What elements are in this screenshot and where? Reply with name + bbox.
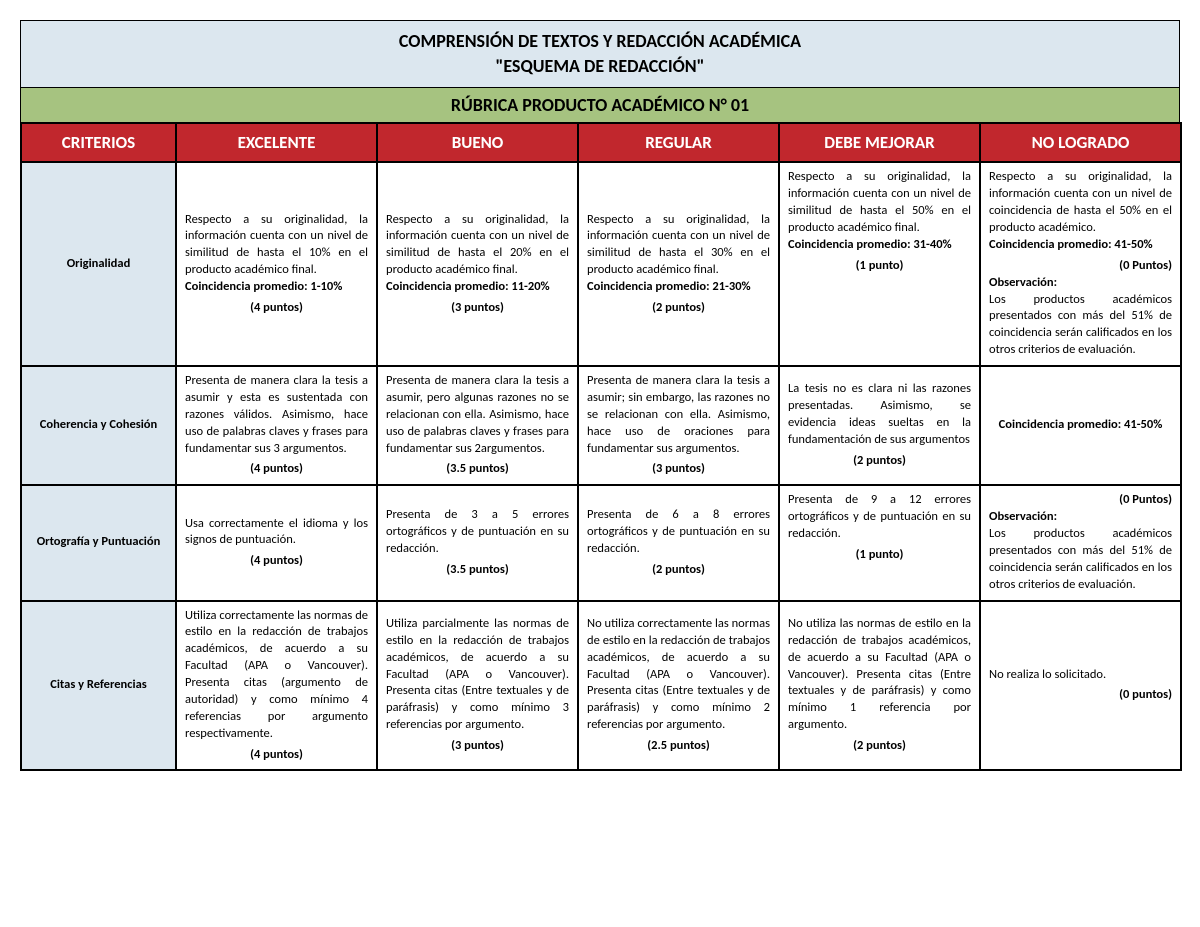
subtitle-bar: RÚBRICA PRODUCTO ACADÉMICO N° 01 (20, 87, 1180, 122)
points: (1 punto) (788, 258, 971, 275)
cell-r2-no-logrado: Coincidencia promedio: 41-50% (980, 366, 1181, 485)
obs-label: Observación: (989, 275, 1057, 290)
criteria-ortografia: Ortografía y Puntuación (21, 485, 176, 600)
obs-label: Observación: (989, 509, 1057, 524)
cell-r1-no-logrado: Respecto a su originalidad, la informaci… (980, 162, 1181, 366)
cell-r3-bueno: Presenta de 3 a 5 errores ortográficos y… (377, 485, 578, 600)
criteria-coherencia: Coherencia y Cohesión (21, 366, 176, 485)
coincidencia: Coincidencia promedio: 1-10% (185, 279, 342, 294)
text: Coincidencia promedio: 41-50% (999, 417, 1163, 432)
title-block: COMPRENSIÓN DE TEXTOS Y REDACCIÓN ACADÉM… (20, 20, 1180, 87)
rubric-table: CRITERIOS EXCELENTE BUENO REGULAR DEBE M… (20, 122, 1182, 771)
cell-r2-excelente: Presenta de manera clara la tesis a asum… (176, 366, 377, 485)
points: (1 punto) (788, 547, 971, 564)
text: Presenta de manera clara la tesis a asum… (587, 373, 770, 456)
points: (4 puntos) (185, 553, 368, 570)
points: (0 puntos) (989, 687, 1172, 704)
points: (2.5 puntos) (587, 738, 770, 755)
text: Utiliza parcialmente las normas de estil… (386, 616, 569, 732)
text: Respecto a su originalidad, la informaci… (185, 212, 368, 278)
cell-r2-debe-mejorar: La tesis no es clara ni las razones pres… (779, 366, 980, 485)
points: (2 puntos) (788, 453, 971, 470)
points: (4 puntos) (185, 300, 368, 317)
points: (3 puntos) (587, 461, 770, 478)
cell-r1-debe-mejorar: Respecto a su originalidad, la informaci… (779, 162, 980, 366)
cell-r1-bueno: Respecto a su originalidad, la informaci… (377, 162, 578, 366)
coincidencia: Coincidencia promedio: 11-20% (386, 279, 550, 294)
cell-r3-excelente: Usa correctamente el idioma y los signos… (176, 485, 377, 600)
cell-r2-bueno: Presenta de manera clara la tesis a asum… (377, 366, 578, 485)
text: Presenta de 9 a 12 errores ortográficos … (788, 492, 971, 541)
cell-r2-regular: Presenta de manera clara la tesis a asum… (578, 366, 779, 485)
text: No utiliza las normas de estilo en la re… (788, 616, 971, 732)
text: Presenta de manera clara la tesis a asum… (185, 373, 368, 456)
points: (4 puntos) (185, 747, 368, 764)
text: Respecto a su originalidad, la informaci… (587, 212, 770, 278)
cell-r4-bueno: Utiliza parcialmente las normas de estil… (377, 601, 578, 771)
header-row: CRITERIOS EXCELENTE BUENO REGULAR DEBE M… (21, 123, 1181, 162)
points: (3 puntos) (386, 738, 569, 755)
cell-r3-debe-mejorar: Presenta de 9 a 12 errores ortográficos … (779, 485, 980, 600)
col-regular: REGULAR (578, 123, 779, 162)
col-no-logrado: NO LOGRADO (980, 123, 1181, 162)
cell-r4-no-logrado: No realiza lo solicitado. (0 puntos) (980, 601, 1181, 771)
text: No realiza lo solicitado. (989, 667, 1106, 682)
title-line-1: COMPRENSIÓN DE TEXTOS Y REDACCIÓN ACADÉM… (21, 29, 1179, 54)
obs-text: Los productos académicos presentados con… (989, 292, 1172, 358)
points: (2 puntos) (788, 738, 971, 755)
cell-r1-regular: Respecto a su originalidad, la informaci… (578, 162, 779, 366)
col-criterios: CRITERIOS (21, 123, 176, 162)
cell-r4-debe-mejorar: No utiliza las normas de estilo en la re… (779, 601, 980, 771)
text: Respecto a su originalidad, la informaci… (788, 169, 971, 235)
points: (2 puntos) (587, 562, 770, 579)
coincidencia: Coincidencia promedio: 41-50% (989, 237, 1153, 252)
points: (3 puntos) (386, 300, 569, 317)
row-originalidad: Originalidad Respecto a su originalidad,… (21, 162, 1181, 366)
text: Presenta de 6 a 8 errores ortográficos y… (587, 507, 770, 556)
text: Usa correctamente el idioma y los signos… (185, 516, 368, 548)
text: La tesis no es clara ni las razones pres… (788, 381, 971, 447)
cell-r4-excelente: Utiliza correctamente las normas de esti… (176, 601, 377, 771)
text: Respecto a su originalidad, la informaci… (386, 212, 569, 278)
rubric-container: COMPRENSIÓN DE TEXTOS Y REDACCIÓN ACADÉM… (20, 20, 1180, 771)
text: No utiliza correctamente las normas de e… (587, 616, 770, 732)
points: (4 puntos) (185, 461, 368, 478)
text: Presenta de manera clara la tesis a asum… (386, 373, 569, 456)
row-coherencia: Coherencia y Cohesión Presenta de manera… (21, 366, 1181, 485)
cell-r4-regular: No utiliza correctamente las normas de e… (578, 601, 779, 771)
points: (0 Puntos) (989, 492, 1172, 509)
text: Utiliza correctamente las normas de esti… (185, 608, 368, 741)
cell-r3-regular: Presenta de 6 a 8 errores ortográficos y… (578, 485, 779, 600)
text: Respecto a su originalidad, la informaci… (989, 169, 1172, 235)
cell-r3-no-logrado: (0 Puntos) Observación: Los productos ac… (980, 485, 1181, 600)
coincidencia: Coincidencia promedio: 21-30% (587, 279, 751, 294)
col-excelente: EXCELENTE (176, 123, 377, 162)
row-ortografia: Ortografía y Puntuación Usa correctament… (21, 485, 1181, 600)
text: Presenta de 3 a 5 errores ortográficos y… (386, 507, 569, 556)
points: (2 puntos) (587, 300, 770, 317)
obs-text: Los productos académicos presentados con… (989, 526, 1172, 592)
col-bueno: BUENO (377, 123, 578, 162)
col-debe-mejorar: DEBE MEJORAR (779, 123, 980, 162)
points: (3.5 puntos) (386, 562, 569, 579)
cell-r1-excelente: Respecto a su originalidad, la informaci… (176, 162, 377, 366)
criteria-originalidad: Originalidad (21, 162, 176, 366)
title-line-2: "ESQUEMA DE REDACCIÓN" (21, 54, 1179, 79)
criteria-citas: Citas y Referencias (21, 601, 176, 771)
coincidencia: Coincidencia promedio: 31-40% (788, 237, 952, 252)
points: (0 Puntos) (989, 258, 1172, 275)
points: (3.5 puntos) (386, 461, 569, 478)
row-citas: Citas y Referencias Utiliza correctament… (21, 601, 1181, 771)
